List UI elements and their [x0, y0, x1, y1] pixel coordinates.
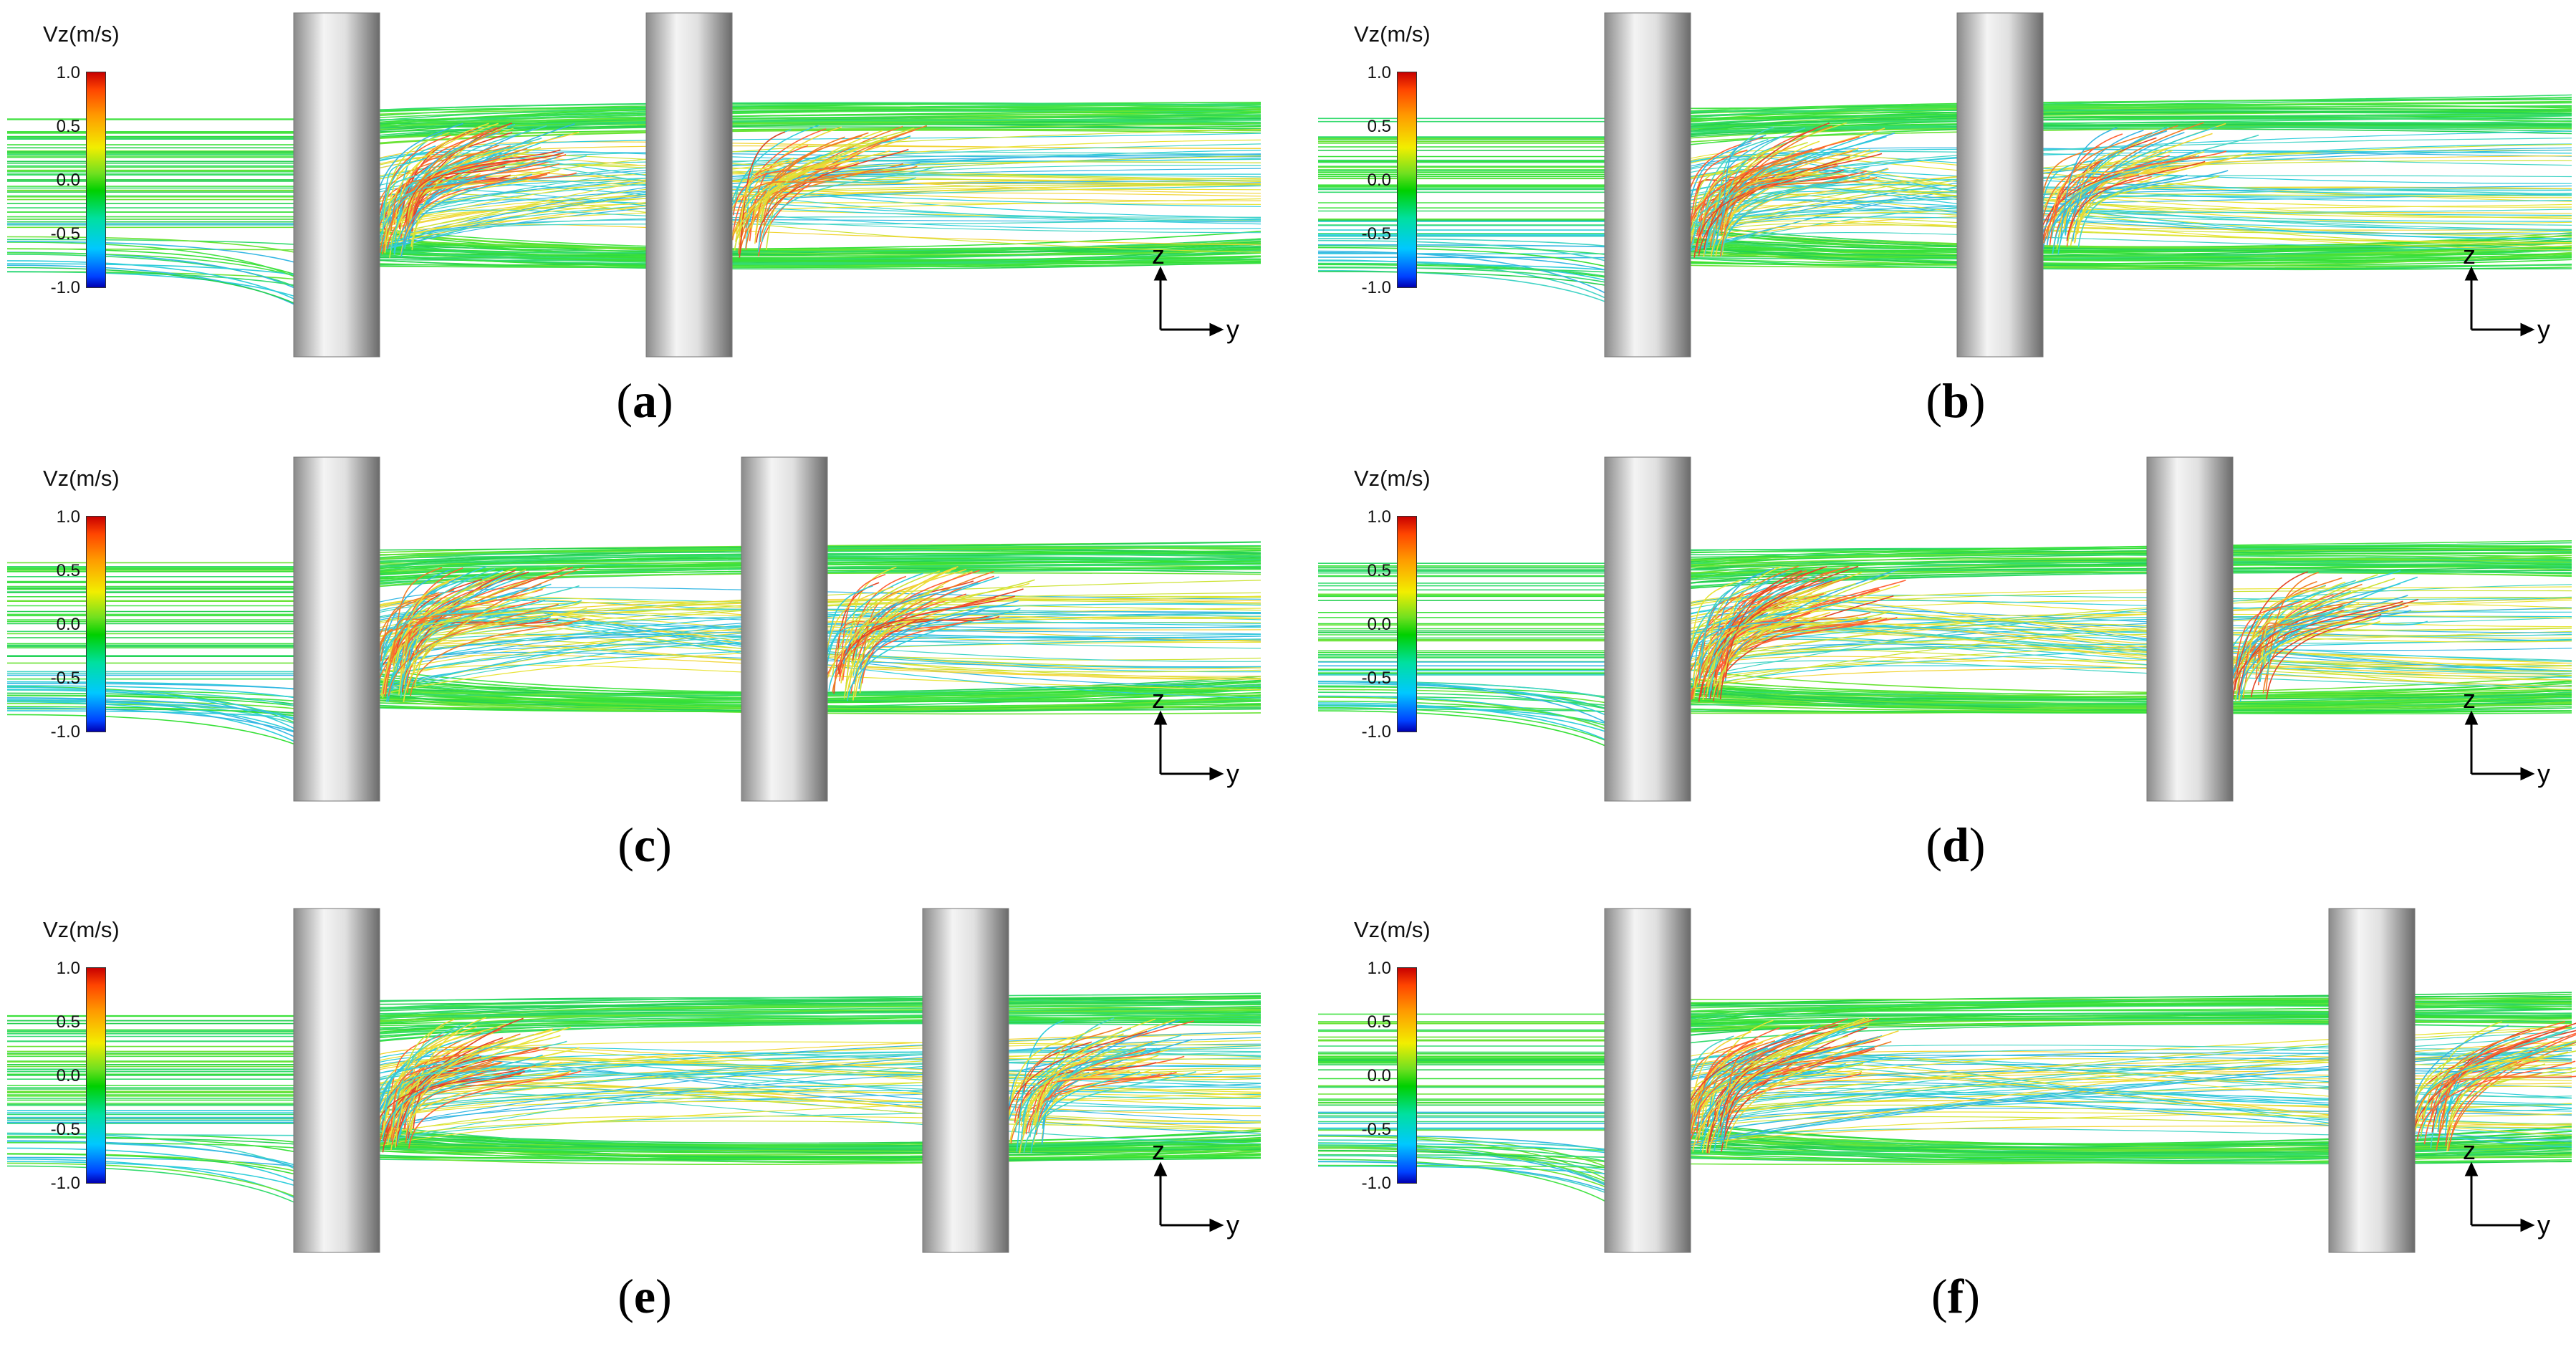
colorbar-tick: 0.0: [1367, 615, 1391, 634]
cylinder-1: [1604, 456, 1691, 802]
colorbar-tick: 0.0: [56, 1066, 80, 1085]
colorbar: [86, 72, 106, 288]
panel-f: z y Vz(m/s) 1.0 0.5 0.0 -0.5 -1.0 (f): [1311, 896, 2576, 1340]
colorbar-tick: 1.0: [56, 63, 80, 82]
cylinder-1: [1604, 12, 1691, 358]
axis-indicator: [2464, 710, 2535, 781]
axis-label-z: z: [2463, 684, 2476, 714]
axis-label-z: z: [1152, 1136, 1165, 1165]
colorbar-tick: -1.0: [1361, 722, 1391, 742]
axis-indicator: [1153, 710, 1224, 781]
cylinder-2: [922, 908, 1009, 1253]
axis-label-z: z: [1152, 240, 1165, 269]
colorbar-tick: 0.5: [1367, 561, 1391, 580]
colorbar-tick: -1.0: [1361, 278, 1391, 297]
streamline-field: zy: [1317, 908, 2576, 1253]
colorbar-title: Vz(m/s): [43, 466, 120, 491]
colorbar-title: Vz(m/s): [43, 21, 120, 47]
panel-e: z y Vz(m/s) 1.0 0.5 0.0 -0.5 -1.0 (e): [0, 896, 1289, 1340]
colorbar: [1397, 967, 1417, 1184]
axis-label-z: z: [1152, 684, 1165, 714]
panel-caption: (d): [1926, 818, 1986, 872]
axis-indicator: [2464, 266, 2535, 337]
colorbar-tick: 0.5: [1367, 1012, 1391, 1032]
colorbar-title: Vz(m/s): [43, 917, 120, 942]
cylinder-1: [1604, 908, 1691, 1253]
panel-caption: (b): [1926, 373, 1986, 428]
cylinder-1: [293, 456, 380, 802]
colorbar-tick: -0.5: [50, 1120, 80, 1139]
panel-caption: (f): [1931, 1269, 1980, 1323]
colorbar: [1397, 72, 1417, 288]
colorbar-tick: -0.5: [1361, 668, 1391, 688]
colorbar-tick: -1.0: [50, 1174, 80, 1193]
colorbar: [86, 967, 106, 1184]
colorbar: [1397, 516, 1417, 732]
panel-caption: (a): [616, 373, 673, 428]
axis-label-z: z: [2463, 1136, 2476, 1165]
colorbar-tick: -0.5: [50, 668, 80, 688]
colorbar-tick: 1.0: [56, 959, 80, 978]
panel-b: z y Vz(m/s) 1.0 0.5 0.0 -0.5 -1.0 (b): [1311, 0, 2576, 444]
colorbar-tick: 0.5: [1367, 117, 1391, 136]
cylinder-1: [293, 12, 380, 358]
colorbar: [86, 516, 106, 732]
colorbar-tick: 0.0: [1367, 1066, 1391, 1085]
axis-indicator: [1153, 266, 1224, 337]
streamlines: [1317, 540, 2572, 747]
axis-label-y: y: [2537, 1210, 2550, 1240]
colorbar-tick: 0.0: [56, 171, 80, 190]
streamlines: [6, 102, 1261, 305]
colorbar-title: Vz(m/s): [1354, 466, 1431, 491]
colorbar-tick: -0.5: [50, 224, 80, 244]
colorbar-tick: 0.0: [56, 615, 80, 634]
colorbar-tick: 1.0: [1367, 959, 1391, 978]
colorbar-tick: 0.5: [56, 117, 80, 136]
colorbar-title: Vz(m/s): [1354, 21, 1431, 47]
panel-caption: (c): [617, 818, 672, 872]
colorbar-tick: 1.0: [1367, 507, 1391, 527]
colorbar-tick: -1.0: [50, 278, 80, 297]
streamline-field: zy: [6, 12, 1261, 358]
panel-c: z y Vz(m/s) 1.0 0.5 0.0 -0.5 -1.0 (c): [0, 444, 1289, 888]
axis-indicator: [2464, 1161, 2535, 1232]
axis-label-z: z: [2463, 240, 2476, 269]
axis-indicator: [1153, 1161, 1224, 1232]
streamline-field: zy: [6, 456, 1261, 802]
colorbar-tick: 1.0: [1367, 63, 1391, 82]
streamline-field: zy: [1317, 12, 2572, 358]
cylinder-1: [293, 908, 380, 1253]
streamlines: [6, 992, 1261, 1203]
colorbar-tick: 1.0: [56, 507, 80, 527]
panel-caption: (e): [617, 1269, 672, 1323]
axis-label-y: y: [2537, 315, 2550, 344]
cylinder-2: [645, 12, 733, 358]
colorbar-tick: -1.0: [1361, 1174, 1391, 1193]
cylinder-2: [2146, 456, 2234, 802]
axis-label-y: y: [1226, 1210, 1239, 1240]
colorbar-title: Vz(m/s): [1354, 917, 1431, 942]
colorbar-tick: -1.0: [50, 722, 80, 742]
streamlines: [6, 541, 1261, 744]
panel-d: z y Vz(m/s) 1.0 0.5 0.0 -0.5 -1.0 (d): [1311, 444, 2576, 888]
axis-label-y: y: [1226, 759, 1239, 788]
colorbar-tick: 0.5: [56, 1012, 80, 1032]
streamline-field: zy: [6, 908, 1261, 1253]
colorbar-tick: -0.5: [1361, 1120, 1391, 1139]
axis-label-y: y: [2537, 759, 2550, 788]
streamline-field: zy: [1317, 456, 2572, 802]
colorbar-tick: 0.5: [56, 561, 80, 580]
panel-a: z y Vz(m/s) 1.0 0.5 0.0 -0.5 -1.0 (a): [0, 0, 1289, 444]
cylinder-2: [741, 456, 828, 802]
colorbar-tick: 0.0: [1367, 171, 1391, 190]
cylinder-2: [1956, 12, 2044, 358]
cylinder-2: [2328, 908, 2416, 1253]
streamlines: [1317, 992, 2576, 1202]
streamlines: [1317, 94, 2572, 302]
axis-label-y: y: [1226, 315, 1239, 344]
colorbar-tick: -0.5: [1361, 224, 1391, 244]
